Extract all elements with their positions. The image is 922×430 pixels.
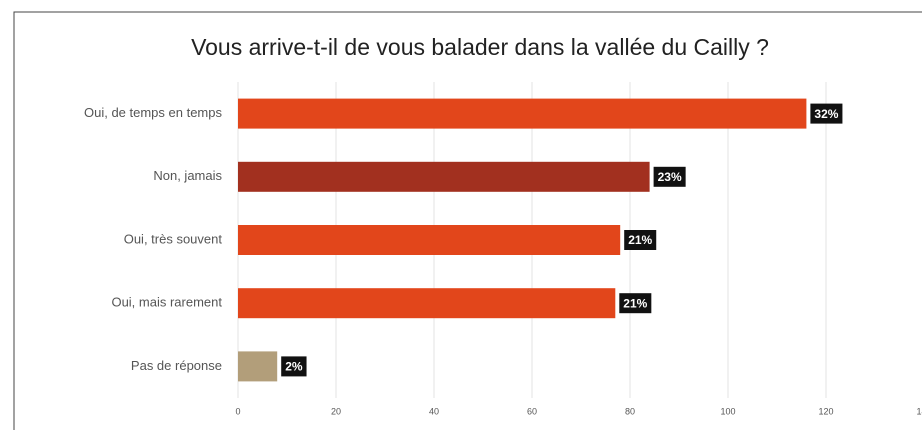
x-tick-label: 140 <box>916 406 922 416</box>
value-label-box <box>653 166 686 187</box>
x-tick-label: 80 <box>625 406 635 416</box>
bar <box>238 225 621 255</box>
y-tick-label: Non, jamais <box>153 168 222 183</box>
x-tick-label: 60 <box>527 406 537 416</box>
value-label: 23% <box>658 170 682 184</box>
bar <box>238 351 278 382</box>
chart-title: Vous arrive-t-il de vous balader dans la… <box>191 34 769 60</box>
y-tick-label: Oui, de temps en temps <box>84 105 223 120</box>
y-tick-label: Oui, très souvent <box>124 231 223 246</box>
value-label-box <box>624 230 657 250</box>
value-label: 32% <box>814 107 838 121</box>
value-label-box <box>810 103 843 124</box>
x-tick-label: 100 <box>720 406 735 416</box>
value-label-box <box>281 356 307 377</box>
bar <box>238 98 807 129</box>
value-label-box <box>619 293 652 314</box>
value-label: 21% <box>628 233 652 247</box>
x-tick-label: 40 <box>429 406 439 416</box>
y-tick-label: Oui, mais rarement <box>111 295 222 310</box>
value-label: 21% <box>623 296 647 310</box>
x-tick-label: 0 <box>235 406 240 416</box>
y-tick-label: Pas de réponse <box>131 358 222 373</box>
x-tick-label: 20 <box>331 406 341 416</box>
value-label: 2% <box>285 360 303 374</box>
bar <box>238 161 650 192</box>
bar <box>238 288 616 319</box>
x-tick-label: 120 <box>818 406 833 416</box>
frame <box>13 11 922 430</box>
